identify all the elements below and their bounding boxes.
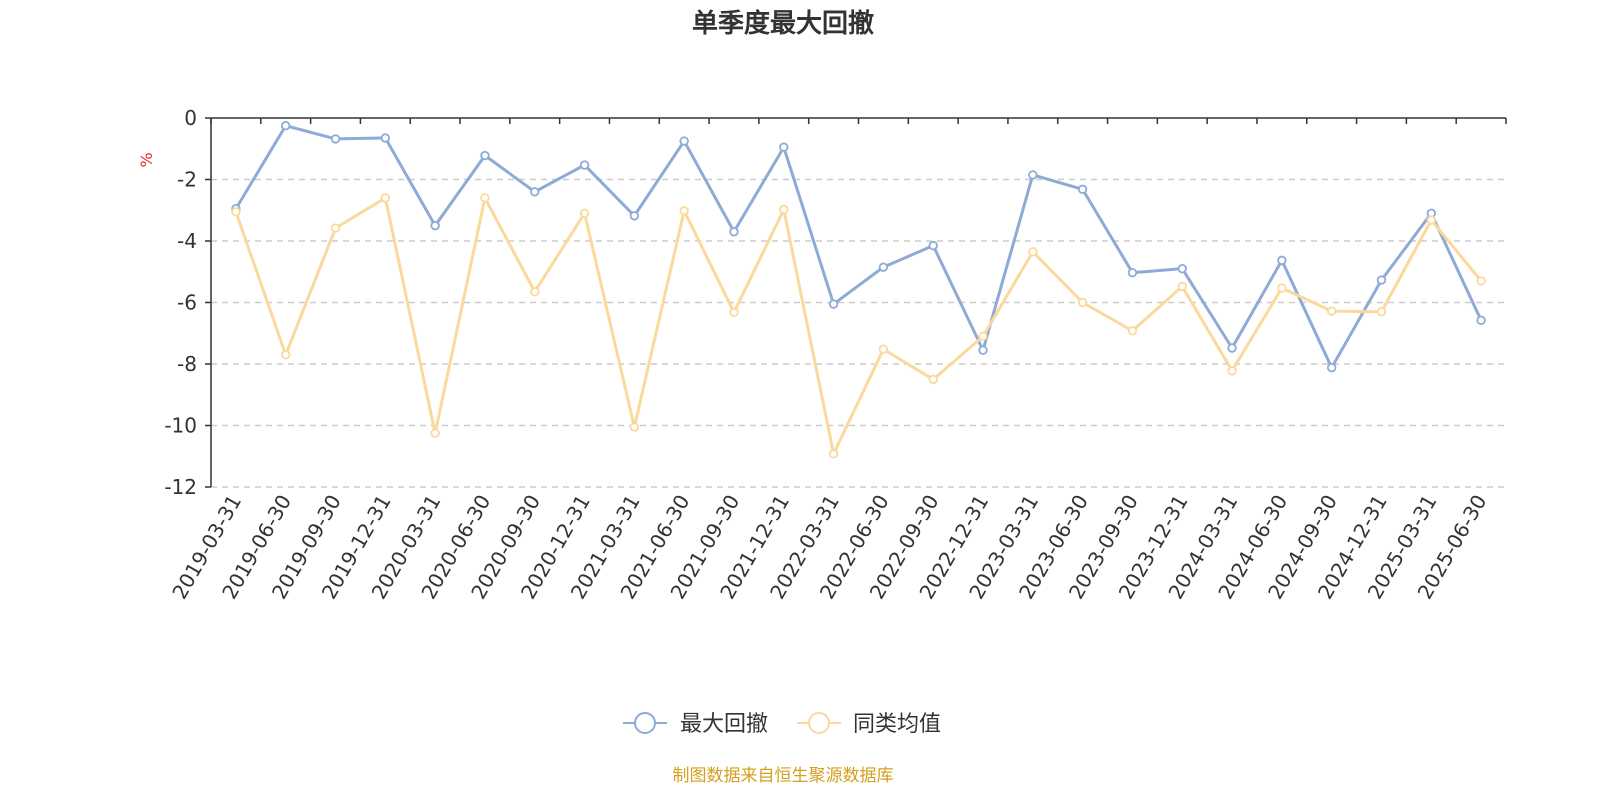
data-point-1[interactable] <box>330 223 341 233</box>
x-tick-labels: 2019-03-312019-06-302019-09-302019-12-31… <box>167 491 1491 604</box>
data-point-1[interactable] <box>779 204 789 215</box>
data-point-0[interactable] <box>629 211 640 221</box>
y-axis-unit-label: % <box>137 152 156 167</box>
data-point-1[interactable] <box>1227 366 1237 376</box>
data-point-0[interactable] <box>1326 362 1337 373</box>
y-tick-label: -4 <box>177 229 197 253</box>
y-tick-labels: 0 -2 -4 -6 -8 -10 -12 <box>164 106 197 499</box>
data-point-0[interactable] <box>1277 255 1287 266</box>
data-point-1[interactable] <box>1277 283 1287 293</box>
legend-item-1[interactable]: 同类均值 <box>797 712 941 737</box>
data-point-0[interactable] <box>679 136 689 146</box>
data-point-0[interactable] <box>330 134 341 144</box>
data-point-1[interactable] <box>281 350 291 360</box>
legend-item-0[interactable]: 最大回撤 <box>623 712 768 737</box>
y-tick-label: 0 <box>184 106 197 130</box>
data-point-1[interactable] <box>1326 306 1337 316</box>
data-point-0[interactable] <box>878 262 889 272</box>
chart-title: 单季度最大回撤 <box>692 8 874 39</box>
data-point-1[interactable] <box>1476 276 1486 286</box>
data-point-1[interactable] <box>530 287 540 297</box>
data-point-0[interactable] <box>1077 184 1088 195</box>
data-point-0[interactable] <box>1476 315 1486 326</box>
axes <box>205 117 1507 488</box>
y-tick-label: -2 <box>177 168 197 192</box>
data-point-0[interactable] <box>978 345 988 355</box>
data-point-1[interactable] <box>729 307 739 318</box>
legend-label: 最大回撤 <box>680 712 768 737</box>
data-source-note: 制图数据来自恒生聚源数据库 <box>673 766 894 786</box>
data-point-1[interactable] <box>1177 281 1187 292</box>
data-point-0[interactable] <box>1127 267 1138 278</box>
legend[interactable]: 最大回撤 同类均值 <box>623 712 941 737</box>
data-point-0[interactable] <box>779 142 789 152</box>
data-point-0[interactable] <box>430 220 440 231</box>
data-point-1[interactable] <box>978 331 988 342</box>
data-point-1[interactable] <box>1426 215 1436 225</box>
y-tick-label: -8 <box>177 352 197 376</box>
series-lines <box>231 120 1486 459</box>
legend-circle-icon <box>634 712 656 734</box>
y-tick-label: -12 <box>164 475 197 499</box>
data-point-1[interactable] <box>380 193 391 203</box>
data-point-1[interactable] <box>480 193 490 203</box>
legend-label: 同类均值 <box>853 712 941 737</box>
data-point-1[interactable] <box>430 428 440 438</box>
data-point-1[interactable] <box>1028 247 1038 257</box>
data-point-1[interactable] <box>231 207 241 217</box>
y-tick-label: -6 <box>177 291 197 315</box>
series-line-1 <box>234 196 1483 456</box>
data-point-0[interactable] <box>1177 263 1187 274</box>
data-point-1[interactable] <box>629 422 640 432</box>
legend-circle-icon <box>808 712 830 734</box>
data-point-0[interactable] <box>480 150 490 161</box>
data-point-1[interactable] <box>1077 297 1088 308</box>
series-line-0 <box>234 124 1483 370</box>
data-point-0[interactable] <box>828 299 839 309</box>
data-point-0[interactable] <box>281 120 291 131</box>
data-point-0[interactable] <box>380 133 391 143</box>
data-point-1[interactable] <box>828 449 839 459</box>
data-point-1[interactable] <box>1127 326 1138 336</box>
data-point-0[interactable] <box>579 160 590 170</box>
data-point-1[interactable] <box>679 206 689 216</box>
grid-lines <box>211 178 1506 488</box>
data-point-0[interactable] <box>1028 170 1038 180</box>
data-point-1[interactable] <box>928 374 938 385</box>
data-point-1[interactable] <box>579 208 590 219</box>
data-point-0[interactable] <box>729 227 739 237</box>
y-tick-label: -10 <box>164 414 197 438</box>
data-point-0[interactable] <box>530 187 540 197</box>
data-point-1[interactable] <box>878 344 889 354</box>
data-point-0[interactable] <box>1376 275 1387 285</box>
data-point-1[interactable] <box>1376 307 1387 317</box>
data-point-0[interactable] <box>1227 343 1237 353</box>
data-point-0[interactable] <box>928 240 938 251</box>
